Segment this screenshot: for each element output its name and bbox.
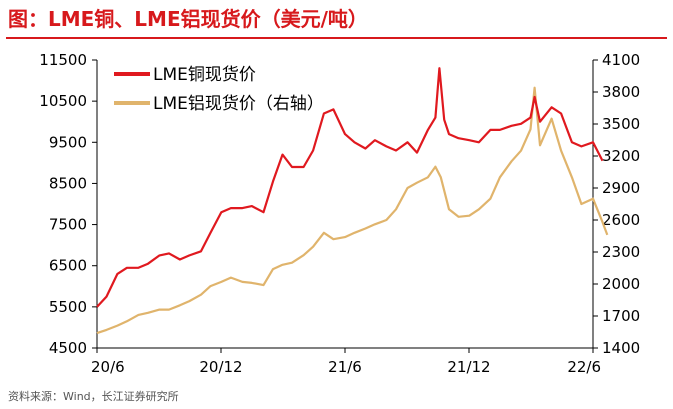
legend-label-copper: LME铜现货价 [153, 65, 256, 85]
series-line-aluminium [96, 86, 609, 335]
series-line-copper [96, 67, 604, 308]
legend: LME铜现货价 LME铝现货价（右轴） [114, 65, 324, 114]
left-tick-label: 11500 [39, 51, 87, 69]
left-tick-label: 9500 [49, 133, 87, 151]
x-tick-label: 20/6 [91, 358, 125, 376]
right-tick-label: 3200 [602, 147, 640, 165]
source-note: 资料来源：Wind，长江证券研究所 [8, 390, 179, 403]
right-tick-label: 2600 [602, 211, 640, 229]
left-tick-label: 7500 [49, 216, 87, 234]
right-tick-label: 3800 [602, 83, 640, 101]
right-tick-label: 1400 [602, 339, 640, 357]
tick-labels: 4500 5500 6500 7500 8500 9500 10500 11500 1400 17… [39, 51, 640, 376]
right-tick-label: 3500 [602, 115, 640, 133]
chart-title: 图：LME铜、LME铝现货价（美元/吨） [8, 7, 368, 31]
title-underline [6, 37, 667, 39]
left-tick-label: 8500 [49, 174, 87, 192]
x-tick-label: 21/6 [328, 358, 362, 376]
right-tick-label: 2000 [602, 275, 640, 293]
legend-label-aluminium: LME铝现货价（右轴） [153, 94, 324, 114]
right-tick-label: 2900 [602, 179, 640, 197]
x-tick-label: 22/6 [567, 358, 601, 376]
axes [92, 59, 598, 353]
left-tick-label: 6500 [49, 257, 87, 275]
x-tick-label: 20/12 [199, 358, 242, 376]
right-tick-label: 2300 [602, 243, 640, 261]
left-tick-label: 4500 [49, 339, 87, 357]
right-tick-label: 4100 [602, 51, 640, 69]
left-tick-label: 10500 [39, 92, 87, 110]
series-layer [96, 67, 609, 335]
x-tick-label: 21/12 [447, 358, 490, 376]
left-tick-label: 5500 [49, 298, 87, 316]
right-tick-label: 1700 [602, 307, 640, 325]
